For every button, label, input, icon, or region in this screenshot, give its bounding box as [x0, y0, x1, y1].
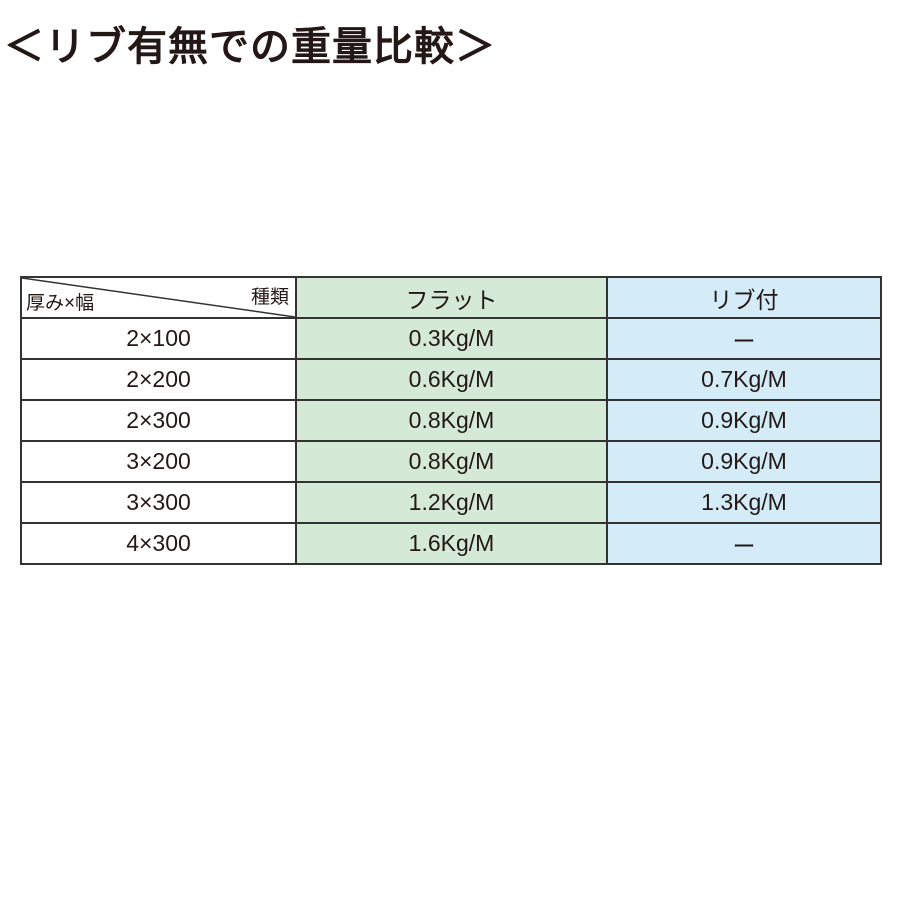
table-row: 2×200 0.6Kg/M 0.7Kg/M: [20, 358, 882, 401]
flat-weight-cell: 0.6Kg/M: [295, 358, 608, 401]
flat-weight-cell: 1.6Kg/M: [295, 522, 608, 565]
type-label: 種類: [250, 287, 289, 308]
diagonal-line: [22, 278, 295, 317]
corner-header-cell: 種類 厚み×幅: [20, 276, 297, 319]
rib-weight-cell: 0.9Kg/M: [606, 440, 882, 483]
table-row: 4×300 1.6Kg/M ー: [20, 522, 882, 565]
rib-weight-cell: ー: [606, 522, 882, 565]
table-row: 2×100 0.3Kg/M ー: [20, 317, 882, 360]
rib-weight-cell: 0.7Kg/M: [606, 358, 882, 401]
page-title: ＜リブ有無での重量比較＞: [4, 24, 496, 70]
weight-comparison-table: 種類 厚み×幅 フラット リブ付 2×100 0.3Kg/M ー 2×200 0.6Kg…: [20, 276, 882, 565]
flat-weight-cell: 0.8Kg/M: [295, 440, 608, 483]
size-cell: 4×300: [20, 522, 297, 565]
size-cell: 2×300: [20, 399, 297, 442]
flat-weight-cell: 0.3Kg/M: [295, 317, 608, 360]
table-row: 2×300 0.8Kg/M 0.9Kg/M: [20, 399, 882, 442]
size-label: 厚み×幅: [26, 293, 95, 314]
header-rib: リブ付: [606, 276, 882, 319]
size-cell: 3×300: [20, 481, 297, 524]
header-row: 種類 厚み×幅 フラット リブ付: [20, 276, 882, 319]
size-cell: 2×200: [20, 358, 297, 401]
rib-weight-cell: ー: [606, 317, 882, 360]
size-cell: 2×100: [20, 317, 297, 360]
flat-weight-cell: 0.8Kg/M: [295, 399, 608, 442]
rib-weight-cell: 0.9Kg/M: [606, 399, 882, 442]
table-row: 3×200 0.8Kg/M 0.9Kg/M: [20, 440, 882, 483]
flat-weight-cell: 1.2Kg/M: [295, 481, 608, 524]
table-row: 3×300 1.2Kg/M 1.3Kg/M: [20, 481, 882, 524]
header-flat: フラット: [295, 276, 608, 319]
rib-weight-cell: 1.3Kg/M: [606, 481, 882, 524]
size-cell: 3×200: [20, 440, 297, 483]
